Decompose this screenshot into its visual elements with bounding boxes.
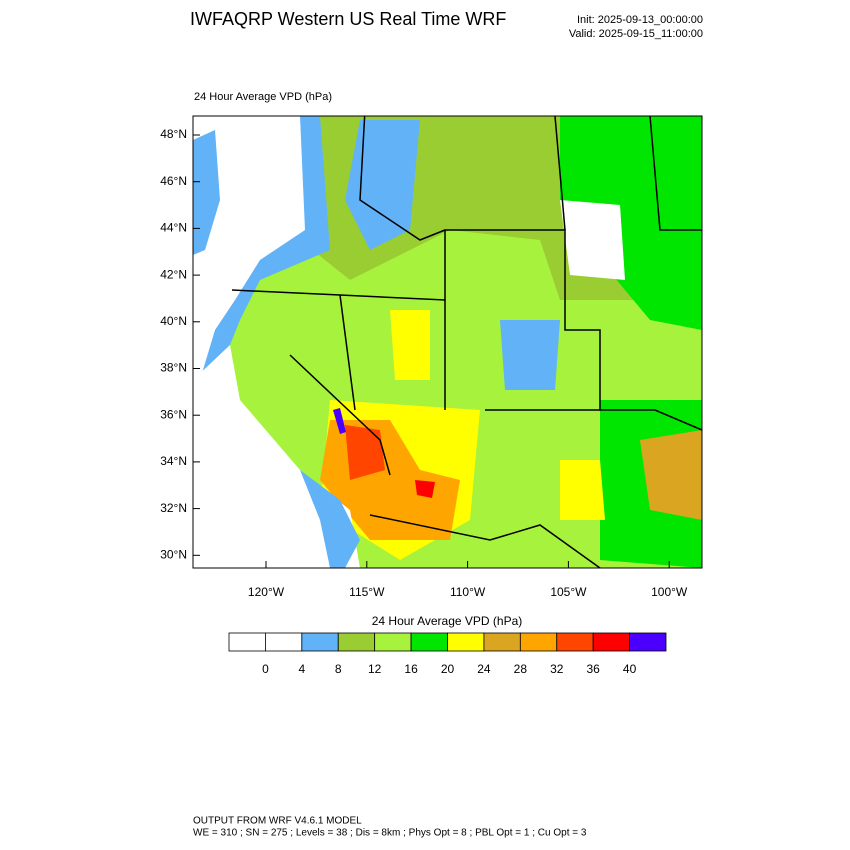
- colorbar-box: [629, 632, 667, 652]
- colorbar-label: 4: [298, 662, 305, 676]
- title: IWFAQRP Western US Real Time WRF: [190, 9, 506, 29]
- lat-label: 36°N: [160, 407, 187, 421]
- colorbar-label: 32: [550, 662, 564, 676]
- lon-label: 115°W: [349, 585, 385, 599]
- colorbar-label: 40: [623, 662, 637, 676]
- lon-label: 105°W: [550, 585, 587, 599]
- lon-label: 120°W: [248, 585, 285, 599]
- lat-label: 46°N: [160, 174, 187, 188]
- colorbar-box: [519, 632, 558, 652]
- colorbar-label: 24: [477, 662, 491, 676]
- lat-label: 32°N: [160, 501, 187, 515]
- colorbar-label: 36: [586, 662, 600, 676]
- lon-label: 110°W: [450, 585, 486, 599]
- colorbar-label: 0: [262, 662, 269, 676]
- lon-label: 100°W: [651, 585, 688, 599]
- colorbar-box: [374, 632, 412, 652]
- colorbar-label: 28: [514, 662, 528, 676]
- lat-label: 30°N: [160, 547, 187, 561]
- lat-label: 34°N: [160, 454, 187, 468]
- valid-time: Valid: 2025-09-15_11:00:00: [569, 28, 703, 40]
- footer-line: WE = 310 ; SN = 275 ; Levels = 38 ; Dis …: [193, 828, 587, 839]
- colorbar-box: [483, 632, 521, 652]
- colorbar-box: [410, 632, 448, 652]
- colorbar-box: [265, 632, 303, 652]
- lat-label: 40°N: [160, 314, 187, 328]
- map-field: [193, 116, 702, 568]
- lat-label: 44°N: [160, 221, 187, 235]
- footer-line: OUTPUT FROM WRF V4.6.1 MODEL: [193, 816, 362, 827]
- colorbar-label: 12: [368, 662, 382, 676]
- lat-label: 48°N: [160, 127, 187, 141]
- colorbar: 0 4 8 12 16 20 24 28 32 36 40: [228, 632, 667, 676]
- colorbar-label: 8: [335, 662, 342, 676]
- colorbar-box: [301, 632, 339, 652]
- map-axes: 48°N 46°N 44°N 42°N 40°N 38°N 36°N 34°N 32°N 30°N…: [160, 127, 688, 599]
- lat-label: 38°N: [160, 361, 187, 375]
- colorbar-title: 24 Hour Average VPD (hPa): [372, 614, 523, 628]
- colorbar-label: 20: [441, 662, 455, 676]
- colorbar-box: [447, 632, 485, 652]
- lat-label: 42°N: [160, 267, 187, 281]
- init-time: Init: 2025-09-13_00:00:00: [577, 14, 703, 26]
- map-frame: [192, 115, 703, 569]
- map-label: 24 Hour Average VPD (hPa): [194, 91, 332, 103]
- colorbar-label: 16: [404, 662, 418, 676]
- colorbar-box: [337, 632, 376, 652]
- colorbar-box: [592, 632, 630, 652]
- colorbar-box: [228, 632, 266, 652]
- colorbar-box: [556, 632, 594, 652]
